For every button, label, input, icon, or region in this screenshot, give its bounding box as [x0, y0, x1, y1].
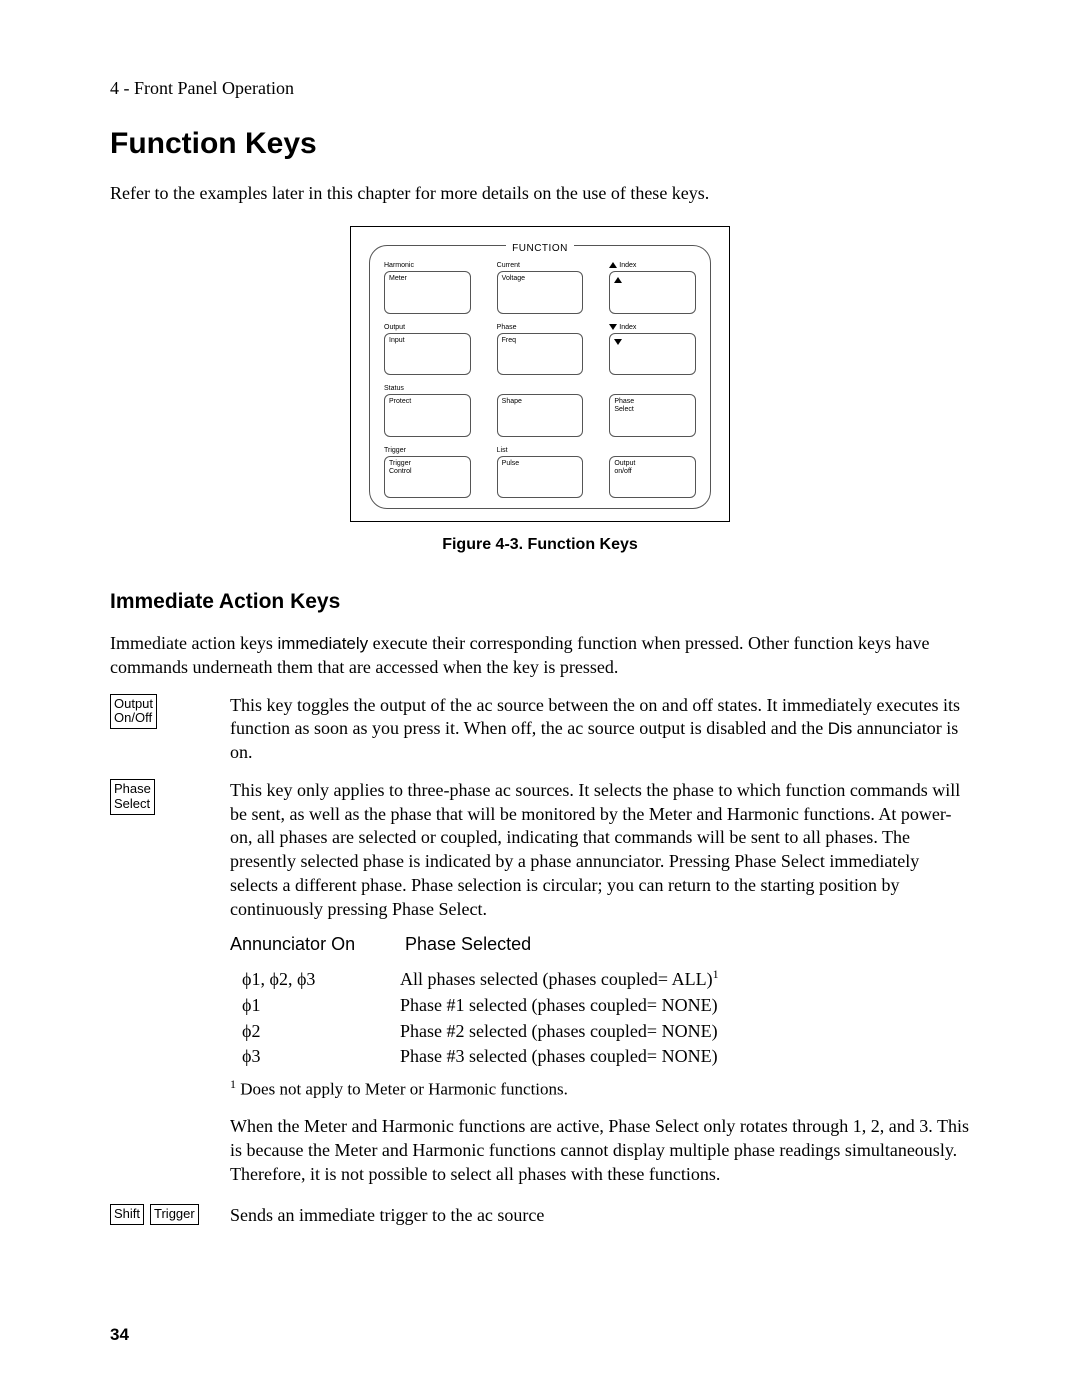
key-label-line2: Select	[114, 796, 150, 811]
key-cell-4: Phase Freq	[497, 324, 584, 376]
intro-sans: immediately	[277, 634, 368, 653]
desc-output: This key toggles the output of the ac so…	[230, 694, 970, 765]
key-cell-7: Shape	[497, 385, 584, 437]
key-inside-label: Voltage	[502, 275, 579, 283]
key-label-line2: On/Off	[114, 710, 152, 725]
key-above-label	[609, 447, 696, 456]
key-label-line1: Output	[114, 696, 153, 711]
key-inside-label: Shape	[502, 398, 579, 406]
key-above-label: Index	[609, 324, 696, 333]
phase-selected-cell: All phases selected (phases coupled= ALL…	[400, 967, 719, 992]
phase-selected-cell: Phase #2 selected (phases coupled= NONE)	[400, 1020, 718, 1044]
annunciator-cell: ϕ1	[230, 994, 400, 1018]
function-key-button[interactable]	[609, 333, 696, 376]
key-cell-5: Index	[609, 324, 696, 376]
function-key-button[interactable]: TriggerControl	[384, 456, 471, 499]
key-box-shift: Shift	[110, 1204, 144, 1225]
key-row-trigger: Shift Trigger Sends an immediate trigger…	[110, 1204, 970, 1228]
key-above-label	[497, 385, 584, 394]
key-cell-1: Current Voltage	[497, 262, 584, 314]
figure-box: FUNCTION Harmonic Meter Current Voltage Ind…	[350, 226, 730, 522]
key-box-output-onoff: Output On/Off	[110, 694, 157, 730]
function-key-button[interactable]: Voltage	[497, 271, 584, 314]
function-key-button[interactable]: PhaseSelect	[609, 394, 696, 437]
key-above-label: Phase	[497, 324, 584, 333]
desc-phase-main: This key only applies to three-phase ac …	[230, 779, 970, 922]
key-cell-8: PhaseSelect	[609, 385, 696, 437]
key-inside-label: Freq	[502, 337, 579, 345]
key-cell-10: List Pulse	[497, 447, 584, 499]
key-inside-label: Output	[614, 460, 691, 468]
key-inside-label: Select	[614, 406, 691, 414]
footnote-text: Does not apply to Meter or Harmonic func…	[236, 1080, 568, 1099]
function-key-button[interactable]: Outputon/off	[609, 456, 696, 499]
table-row: ϕ1Phase #1 selected (phases coupled= NON…	[230, 994, 970, 1018]
function-key-button[interactable]: Protect	[384, 394, 471, 437]
desc-phase-para2: When the Meter and Harmonic functions ar…	[230, 1115, 970, 1186]
function-key-button[interactable]: Pulse	[497, 456, 584, 499]
key-box-phase-select: Phase Select	[110, 779, 155, 815]
key-inside-label: Control	[389, 468, 466, 476]
key-above-label: Output	[384, 324, 471, 333]
breadcrumb: 4 - Front Panel Operation	[110, 78, 970, 99]
function-key-button[interactable]: Freq	[497, 333, 584, 376]
table-row: ϕ2Phase #2 selected (phases coupled= NON…	[230, 1020, 970, 1044]
key-row-phase: Phase Select This key only applies to th…	[110, 779, 970, 1187]
key-inside-label: Protect	[389, 398, 466, 406]
key-above-label: List	[497, 447, 584, 456]
subsection-title: Immediate Action Keys	[110, 590, 970, 614]
key-box-trigger: Trigger	[150, 1204, 199, 1225]
function-key-button[interactable]	[609, 271, 696, 314]
key-above-label: Trigger	[384, 447, 471, 456]
figure-caption: Figure 4-3. Function Keys	[442, 536, 638, 554]
intro-part1: Immediate action keys	[110, 633, 277, 653]
annunciator-cell: ϕ1, ϕ2, ϕ3	[230, 968, 400, 992]
key-above-label: Current	[497, 262, 584, 271]
phase-head-b: Phase Selected	[405, 934, 531, 954]
desc-output-dis: Dis	[828, 719, 853, 738]
key-cell-6: Status Protect	[384, 385, 471, 437]
page-number: 34	[110, 1325, 129, 1345]
key-label-line1: Phase	[114, 781, 151, 796]
intro-paragraph: Refer to the examples later in this chap…	[110, 183, 970, 204]
phase-table: Annunciator On Phase Selected ϕ1, ϕ2, ϕ3…	[230, 933, 970, 1069]
key-cell-3: Output Input	[384, 324, 471, 376]
table-row: ϕ1, ϕ2, ϕ3All phases selected (phases co…	[230, 967, 970, 992]
key-cell-2: Index	[609, 262, 696, 314]
function-panel: FUNCTION Harmonic Meter Current Voltage Ind…	[369, 245, 711, 509]
key-cell-11: Outputon/off	[609, 447, 696, 499]
phase-selected-cell: Phase #3 selected (phases coupled= NONE)	[400, 1045, 718, 1069]
key-inside-label: on/off	[614, 468, 691, 476]
key-inside-label: Phase	[614, 398, 691, 406]
function-key-button[interactable]: Meter	[384, 271, 471, 314]
key-cell-0: Harmonic Meter	[384, 262, 471, 314]
triangle-down-icon	[614, 339, 622, 345]
key-cell-9: TriggerTriggerControl	[384, 447, 471, 499]
figure-wrap: FUNCTION Harmonic Meter Current Voltage Ind…	[110, 226, 970, 580]
triangle-up-icon	[614, 277, 622, 283]
table-row: ϕ3Phase #3 selected (phases coupled= NON…	[230, 1045, 970, 1069]
annunciator-cell: ϕ2	[230, 1020, 400, 1044]
key-above-label	[609, 385, 696, 394]
immediate-intro: Immediate action keys immediately execut…	[110, 632, 970, 680]
phase-head-a: Annunciator On	[230, 933, 400, 957]
phase-selected-cell: Phase #1 selected (phases coupled= NONE)	[400, 994, 718, 1018]
key-row-output: Output On/Off This key toggles the outpu…	[110, 694, 970, 765]
panel-label: FUNCTION	[506, 243, 574, 254]
page-title: Function Keys	[110, 127, 970, 161]
key-above-label: Status	[384, 385, 471, 394]
key-above-label: Index	[609, 262, 696, 271]
desc-trigger: Sends an immediate trigger to the ac sou…	[230, 1204, 970, 1228]
function-key-button[interactable]: Shape	[497, 394, 584, 437]
function-key-button[interactable]: Input	[384, 333, 471, 376]
key-inside-label: Meter	[389, 275, 466, 283]
key-above-label: Harmonic	[384, 262, 471, 271]
phase-footnote: 1 Does not apply to Meter or Harmonic fu…	[230, 1077, 970, 1101]
key-inside-label: Pulse	[502, 460, 579, 468]
key-inside-label: Input	[389, 337, 466, 345]
annunciator-cell: ϕ3	[230, 1045, 400, 1069]
key-inside-label: Trigger	[389, 460, 466, 468]
